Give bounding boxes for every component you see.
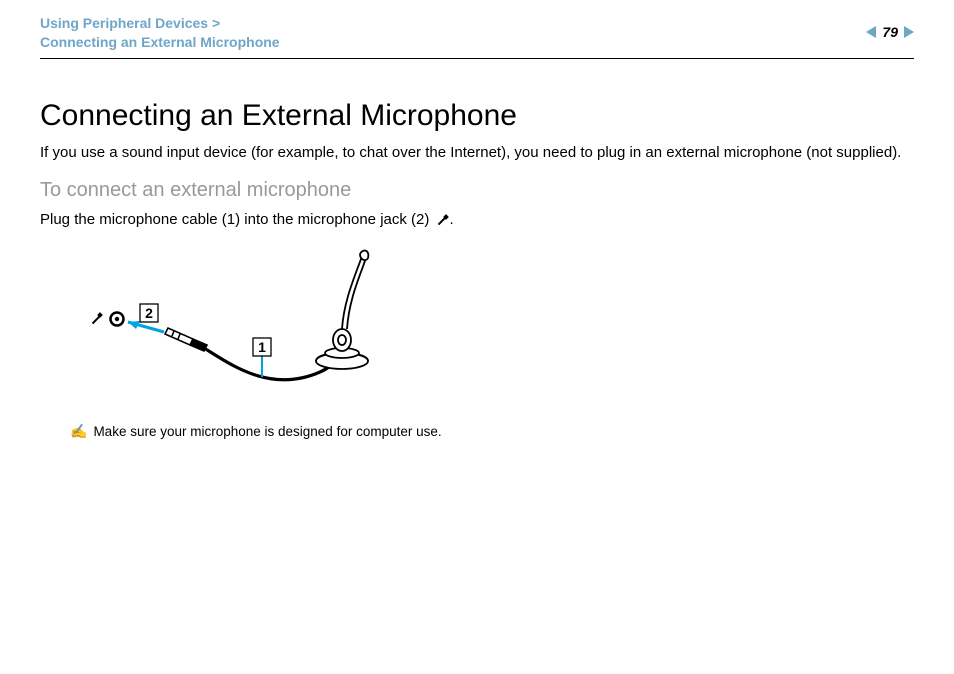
- note-text: Make sure your microphone is designed fo…: [93, 424, 441, 439]
- mic-jack-icon: [434, 213, 450, 227]
- breadcrumb-parent[interactable]: Using Peripheral Devices: [40, 15, 208, 31]
- section-subhead: To connect an external microphone: [40, 179, 914, 202]
- port-glyph: [92, 312, 124, 325]
- instruction-text: Plug the microphone cable (1) into the m…: [40, 210, 914, 230]
- connection-diagram: 2 1: [70, 244, 914, 414]
- callout-2-label: 2: [145, 305, 153, 321]
- page-header: Using Peripheral Devices > Connecting an…: [40, 14, 914, 59]
- callout-2: 2: [140, 304, 158, 322]
- intro-text: If you use a sound input device (for exa…: [40, 143, 914, 163]
- microphone-drawing: [316, 251, 368, 369]
- breadcrumb-separator: >: [212, 15, 220, 31]
- callout-1-label: 1: [258, 339, 266, 355]
- note: ✍ Make sure your microphone is designed …: [70, 424, 914, 439]
- breadcrumb-current: Connecting an External Microphone: [40, 34, 280, 50]
- breadcrumb: Using Peripheral Devices > Connecting an…: [40, 14, 280, 52]
- page-title: Connecting an External Microphone: [40, 99, 914, 133]
- note-icon: ✍: [70, 424, 87, 438]
- instruction-post: .: [450, 211, 454, 228]
- callout-1: 1: [253, 338, 271, 356]
- page-nav: 79: [866, 14, 914, 40]
- cable-plug: [165, 328, 207, 351]
- prev-page-icon[interactable]: [866, 26, 876, 38]
- next-page-icon[interactable]: [904, 26, 914, 38]
- page-number: 79: [882, 24, 898, 40]
- instruction-pre: Plug the microphone cable (1) into the m…: [40, 211, 434, 228]
